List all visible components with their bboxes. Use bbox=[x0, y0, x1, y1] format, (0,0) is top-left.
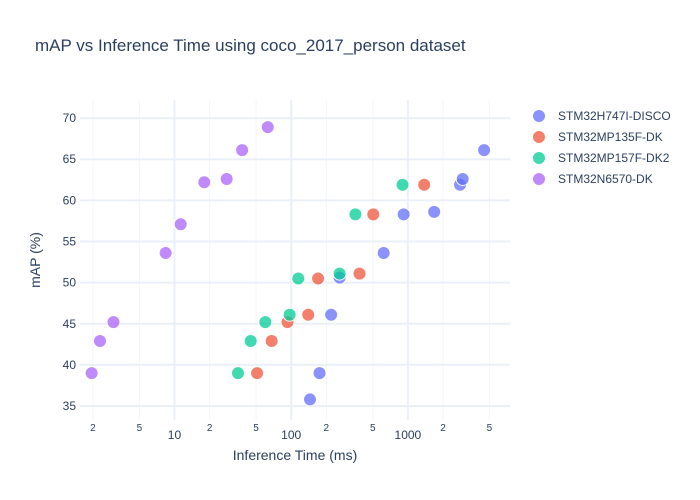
data-point-series-1[interactable] bbox=[311, 271, 326, 286]
x-minor-tick-label: 2 bbox=[90, 423, 96, 434]
legend-label[interactable]: STM32MP157F-DK2 bbox=[558, 151, 670, 165]
data-point-series-2[interactable] bbox=[348, 207, 363, 222]
axis-ticks: 10 100 1000 2 5 2 5 2 5 2 5 35 40 45 50 55 60 65 70 bbox=[63, 111, 493, 442]
data-point-series-2[interactable] bbox=[395, 177, 410, 192]
data-point-series-1[interactable] bbox=[250, 366, 265, 381]
x-tick-label: 10 bbox=[168, 428, 182, 442]
data-point-series-0[interactable] bbox=[396, 207, 411, 222]
data-point-series-0[interactable] bbox=[324, 307, 339, 322]
y-axis-label: mAP (%) bbox=[27, 232, 43, 288]
x-tick-label: 100 bbox=[281, 428, 301, 442]
x-minor-tick-label: 5 bbox=[487, 423, 493, 434]
y-tick-label: 40 bbox=[63, 358, 77, 372]
data-point-series-3[interactable] bbox=[173, 217, 188, 232]
data-point-series-1[interactable] bbox=[264, 334, 279, 349]
legend-marker[interactable] bbox=[532, 130, 546, 144]
data-point-series-3[interactable] bbox=[84, 366, 99, 381]
data-point-series-3[interactable] bbox=[260, 120, 275, 135]
data-point-series-3[interactable] bbox=[219, 171, 234, 186]
legend-label[interactable]: STM32H747I-DISCO bbox=[558, 109, 671, 123]
data-point-series-1[interactable] bbox=[366, 207, 381, 222]
data-point-series-3[interactable] bbox=[93, 334, 108, 349]
data-point-series-0[interactable] bbox=[427, 204, 442, 219]
x-minor-tick-label: 2 bbox=[207, 423, 213, 434]
data-point-series-2[interactable] bbox=[332, 266, 347, 281]
data-point-series-0[interactable] bbox=[312, 366, 327, 381]
y-tick-label: 65 bbox=[63, 152, 77, 166]
data-point-series-0[interactable] bbox=[455, 171, 470, 186]
data-point-series-0[interactable] bbox=[376, 246, 391, 261]
chart-title: mAP vs Inference Time using coco_2017_pe… bbox=[35, 36, 466, 55]
data-point-series-2[interactable] bbox=[282, 307, 297, 322]
data-point-series-0[interactable] bbox=[303, 392, 318, 407]
x-minor-tick-label: 5 bbox=[253, 423, 259, 434]
x-minor-tick-label: 5 bbox=[137, 423, 143, 434]
legend-marker[interactable] bbox=[532, 172, 546, 186]
data-point-series-3[interactable] bbox=[106, 315, 121, 330]
x-minor-tick-label: 2 bbox=[324, 423, 330, 434]
y-tick-label: 50 bbox=[63, 276, 77, 290]
data-point-series-1[interactable] bbox=[417, 177, 432, 192]
y-tick-label: 35 bbox=[63, 399, 77, 413]
x-tick-label: 1000 bbox=[395, 428, 422, 442]
x-minor-tick-label: 2 bbox=[440, 423, 446, 434]
x-minor-tick-label: 5 bbox=[370, 423, 376, 434]
data-point-series-3[interactable] bbox=[235, 143, 250, 158]
legend-marker[interactable] bbox=[532, 109, 546, 123]
y-tick-label: 70 bbox=[63, 111, 77, 125]
legend-marker[interactable] bbox=[532, 151, 546, 165]
y-tick-label: 55 bbox=[63, 234, 77, 248]
grid bbox=[80, 100, 510, 420]
data-point-series-1[interactable] bbox=[352, 266, 367, 281]
y-tick-label: 45 bbox=[63, 317, 77, 331]
legend: STM32H747I-DISCO STM32MP135F-DK STM32MP157… bbox=[532, 109, 671, 186]
data-point-series-2[interactable] bbox=[258, 315, 273, 330]
x-axis-label: Inference Time (ms) bbox=[233, 447, 357, 463]
data-point-series-2[interactable] bbox=[291, 271, 306, 286]
data-point-series-3[interactable] bbox=[197, 175, 212, 190]
data-points bbox=[84, 120, 492, 407]
legend-label[interactable]: STM32N6570-DK bbox=[558, 172, 653, 186]
plot-background bbox=[80, 100, 510, 420]
data-point-series-0[interactable] bbox=[477, 143, 492, 158]
data-point-series-3[interactable] bbox=[158, 246, 173, 261]
data-point-series-2[interactable] bbox=[230, 366, 245, 381]
y-tick-label: 60 bbox=[63, 193, 77, 207]
data-point-series-2[interactable] bbox=[243, 334, 258, 349]
data-point-series-1[interactable] bbox=[301, 307, 316, 322]
legend-label[interactable]: STM32MP135F-DK bbox=[558, 130, 663, 144]
